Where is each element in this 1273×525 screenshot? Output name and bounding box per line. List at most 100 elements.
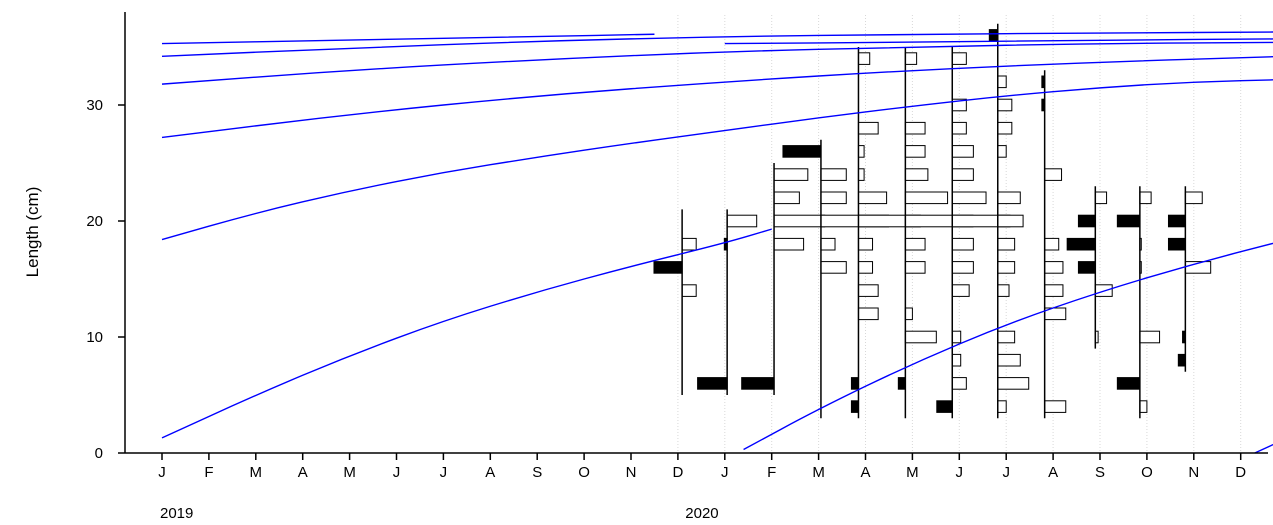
frequency-bar-negative [857,261,874,274]
frequency-bar-negative [997,121,1013,135]
x-tick-label: A [860,464,870,481]
frequency-bar-positive [988,29,999,42]
frequency-bar-negative [820,168,847,181]
frequency-bar-positive [1116,214,1141,228]
frequency-bar-negative [773,237,805,251]
frequency-bar-negative [997,145,1007,158]
growth-curve [1254,443,1273,454]
frequency-bar-negative [857,121,879,135]
frequency-bar-negative [904,237,926,251]
growth-curve [743,242,1273,451]
frequency-bar-negative [904,145,926,158]
x-tick-label: J [1002,464,1010,481]
frequency-bar-positive [1077,214,1096,228]
x-tick-label: M [250,464,263,481]
x-tick-label: J [956,464,964,481]
y-ticks: 0 10 20 30 [86,97,125,462]
frequency-bar-negative [773,214,826,228]
frequency-bar-positive [850,400,859,413]
sample-lines [681,23,1187,419]
x-tick-label: S [1095,464,1105,481]
frequency-bar-positive [1077,261,1096,274]
growth-curve [161,56,1273,139]
frequency-bar-negative [857,191,888,205]
growth-curves [161,31,1273,454]
x-tick-label: A [1048,464,1058,481]
frequency-bar-negative [904,191,949,205]
x-tick-label: A [485,464,495,481]
y-tick-label: 20 [86,213,103,230]
growth-curve [161,33,655,45]
frequency-bar-negative [997,75,1007,89]
x-tick-label: M [812,464,825,481]
frequency-bar-negative [857,145,865,158]
growth-curve [161,31,1273,57]
y-axis-title: Length (cm) [23,187,42,278]
x-tick-label: J [721,464,729,481]
frequency-bar-positive [1116,377,1141,390]
y-tick-label: 10 [86,329,103,346]
x-tick-label: J [440,464,448,481]
frequency-bar-negative [857,237,874,251]
frequency-bar-negative [904,261,926,274]
frequency-bar-negative [904,330,937,344]
frequency-bar-negative [904,168,929,181]
frequency-bar-negative [1139,330,1161,344]
x-tick-label: J [393,464,401,481]
frequency-bar-positive [1177,353,1186,367]
frequency-bar-negative [997,237,1016,251]
growth-curve [161,228,772,439]
y-tick-label: 30 [86,97,103,114]
year-label: 2019 [160,505,193,522]
frequency-bar-negative [857,52,871,65]
x-tick-label: M [906,464,919,481]
growth-curve [161,41,1273,85]
frequency-bar-positive [697,377,728,390]
frequency-bar-negative [997,191,1021,205]
frequency-bar-negative [1139,191,1152,205]
y-tick-label: 0 [95,445,103,462]
frequency-bar-negative [1044,261,1064,274]
frequency-bar-negative [951,377,967,390]
frequency-bar-negative [820,237,836,251]
frequency-bar-negative [773,191,800,205]
x-tick-label: N [626,464,637,481]
frequency-bar-negative [951,52,967,65]
frequency-bar-negative [997,261,1016,274]
frequency-bar-negative [1094,191,1108,205]
x-tick-label: F [204,464,213,481]
frequency-bar-negative [951,330,962,344]
frequency-bar-negative [951,145,974,158]
frequency-bar-negative [951,237,974,251]
frequency-bar-negative [773,168,809,181]
year-labels: 2019 2020 [160,505,719,522]
frequency-bar-negative [1044,237,1060,251]
frequency-bar-negative [726,214,758,228]
frequency-bar-negative [904,307,913,321]
year-label: 2020 [685,505,718,522]
frequency-bar-negative [1139,400,1148,413]
frequency-bar-negative [681,237,697,251]
frequency-bars [653,29,1212,413]
frequency-bar-negative [951,261,974,274]
frequency-bar-negative [997,353,1021,367]
x-tick-label: D [672,464,683,481]
x-tick-label: J [158,464,166,481]
frequency-bar-negative [904,121,926,135]
frequency-bar-negative [1044,284,1064,297]
frequency-bar-negative [951,353,962,367]
frequency-bar-negative [820,191,847,205]
x-tick-label: N [1188,464,1199,481]
frequency-bar-positive [850,377,859,390]
x-tick-label: D [1235,464,1246,481]
frequency-bar-positive [1167,214,1186,228]
frequency-bar-negative [997,377,1030,390]
frequency-bar-negative [997,284,1010,297]
frequency-bar-negative [1044,400,1067,413]
growth-curve [724,38,1273,45]
x-tick-label: M [343,464,356,481]
frequency-bar-negative [997,98,1013,112]
frequency-bar-negative [904,52,918,65]
month-gridlines [677,15,1242,453]
